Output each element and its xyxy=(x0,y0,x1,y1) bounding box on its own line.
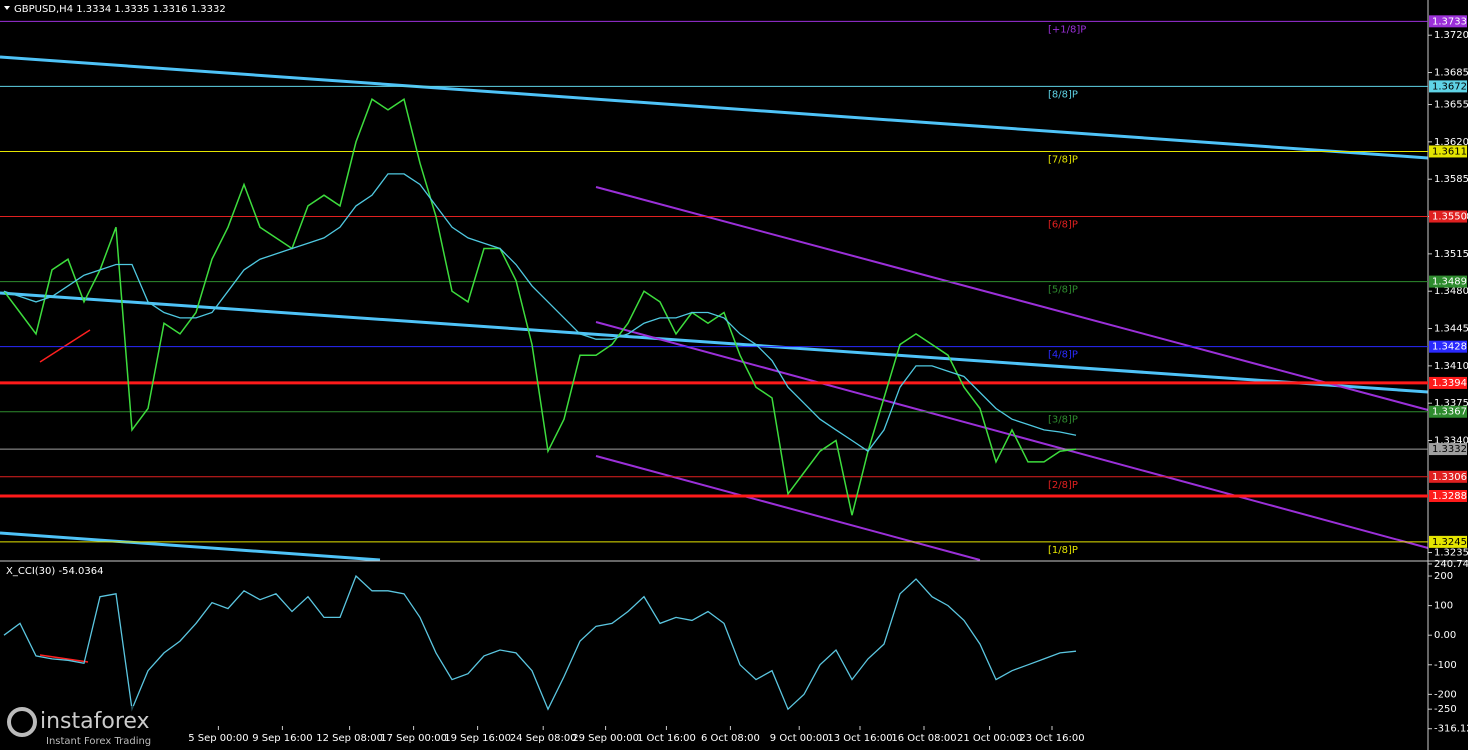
y-tick-label: 1.3480 xyxy=(1434,286,1468,297)
level-label: [5/8]P xyxy=(1048,285,1078,296)
price-tag xyxy=(1429,340,1467,353)
series-line xyxy=(3,173,1077,453)
y-tick-label: 1.3585 xyxy=(1434,174,1468,185)
price-tag-label: 1.3394 xyxy=(1432,378,1467,389)
trend-line xyxy=(0,531,381,562)
y-tick-label: 1.3620 xyxy=(1434,137,1468,148)
price-tag xyxy=(1429,145,1467,158)
divergence-line xyxy=(39,654,89,663)
y-tick-label: -100 xyxy=(1434,660,1457,671)
price-tag xyxy=(1429,80,1467,93)
x-tick-label: 17 Sep 00:00 xyxy=(380,733,447,744)
price-tag xyxy=(1429,470,1467,483)
y-tick-label: 1.3375 xyxy=(1434,398,1468,409)
price-tag-label: 1.3672 xyxy=(1432,81,1467,92)
y-tick-label: 1.3340 xyxy=(1434,436,1468,447)
chart-title: GBPUSD,H4 1.3334 1.3335 1.3316 1.3332 xyxy=(14,4,226,15)
trend-line xyxy=(0,291,1429,394)
price-tag-label: 1.3550 xyxy=(1432,212,1467,223)
divergence-line xyxy=(39,329,91,363)
indicator-title: X_CCI(30) -54.0364 xyxy=(6,566,103,577)
x-tick-label: 1 Oct 16:00 xyxy=(637,733,696,744)
price-tag-label: 1.3245 xyxy=(1432,537,1467,548)
logo-icon xyxy=(7,707,37,737)
level-label: [4/8]P xyxy=(1048,350,1078,361)
y-tick-label: -200 xyxy=(1434,689,1457,700)
logo-text: instaforex xyxy=(40,709,150,734)
y-tick-label: 0.00 xyxy=(1434,630,1456,641)
level-label: [6/8]P xyxy=(1048,220,1078,231)
x-tick-label: 29 Sep 00:00 xyxy=(572,733,639,744)
price-tag xyxy=(1429,535,1467,548)
x-tick-label: 9 Oct 00:00 xyxy=(770,733,829,744)
series-line xyxy=(3,574,1077,712)
x-tick-label: 5 Sep 00:00 xyxy=(188,733,248,744)
channel-line xyxy=(595,455,981,561)
level-label: [7/8]P xyxy=(1048,154,1078,165)
y-tick-label: 1.3410 xyxy=(1434,361,1468,372)
x-tick-label: 12 Sep 08:00 xyxy=(316,733,383,744)
x-tick-label: 13 Oct 16:00 xyxy=(827,733,892,744)
x-tick-label: 16 Oct 08:00 xyxy=(891,733,956,744)
level-label: [+1/8]P xyxy=(1048,24,1086,35)
x-tick-label: 6 Oct 08:00 xyxy=(701,733,760,744)
y-tick-label: 1.3720 xyxy=(1434,30,1468,41)
y-tick-label: 1.3515 xyxy=(1434,249,1468,260)
y-tick-label: 1.3685 xyxy=(1434,68,1468,79)
price-tag-label: 1.3367 xyxy=(1432,407,1467,418)
y-tick-label: -316.129 xyxy=(1434,724,1468,735)
level-label: [2/8]P xyxy=(1048,480,1078,491)
price-tag xyxy=(1429,490,1467,502)
x-tick-label: 21 Oct 00:00 xyxy=(957,733,1022,744)
y-tick-label: 1.3655 xyxy=(1434,100,1468,111)
price-tag-label: 1.3288 xyxy=(1432,491,1467,502)
price-tag-label: 1.3489 xyxy=(1432,277,1467,288)
y-tick-label: 240.7484 xyxy=(1434,559,1468,570)
x-tick-label: 19 Sep 16:00 xyxy=(444,733,511,744)
title-arrow xyxy=(4,6,10,10)
price-tag-label: 1.3733 xyxy=(1432,16,1467,27)
y-tick-label: 1.3445 xyxy=(1434,324,1468,335)
price-tag xyxy=(1429,443,1467,456)
x-tick-label: 23 Oct 16:00 xyxy=(1019,733,1084,744)
x-tick-label: 24 Sep 08:00 xyxy=(510,733,577,744)
price-tag-label: 1.3332 xyxy=(1432,444,1467,455)
trend-line xyxy=(0,55,1429,160)
logo: instaforex Instant Forex Trading xyxy=(2,706,178,748)
price-tag-label: 1.3306 xyxy=(1432,472,1467,483)
price-tag xyxy=(1429,15,1467,28)
channel-line xyxy=(595,186,1429,411)
level-label: [3/8]P xyxy=(1048,415,1078,426)
price-tag-label: 1.3428 xyxy=(1432,342,1467,353)
y-tick-label: 100 xyxy=(1434,601,1453,612)
price-tag-label: 1.3611 xyxy=(1432,146,1467,157)
price-tag xyxy=(1429,275,1467,288)
y-tick-label: 1.3235 xyxy=(1434,548,1468,559)
level-label: [1/8]P xyxy=(1048,545,1078,556)
level-label: [8/8]P xyxy=(1048,89,1078,100)
y-tick-label: -250 xyxy=(1434,704,1457,715)
price-tag xyxy=(1429,210,1467,223)
x-tick-label: 9 Sep 16:00 xyxy=(252,733,312,744)
y-tick-label: 200 xyxy=(1434,571,1453,582)
price-tag xyxy=(1429,376,1467,389)
channel-line xyxy=(595,321,1429,549)
price-tag xyxy=(1429,405,1467,418)
series-line xyxy=(3,97,1077,516)
logo-tagline: Instant Forex Trading xyxy=(46,736,151,747)
